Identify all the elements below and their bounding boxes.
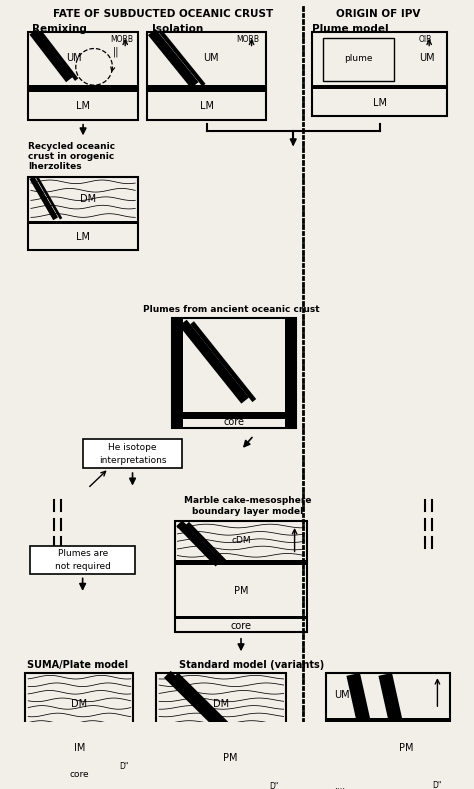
Text: not required: not required <box>55 562 110 570</box>
Bar <box>326 775 450 783</box>
Bar <box>284 318 295 428</box>
Text: IM: IM <box>74 742 85 753</box>
Text: Plumes are: Plumes are <box>57 549 108 558</box>
Text: ORIGIN OF IPV: ORIGIN OF IPV <box>336 9 420 19</box>
Text: PM: PM <box>234 585 248 596</box>
Bar <box>312 85 447 89</box>
Bar <box>28 85 138 92</box>
Text: PM: PM <box>399 743 413 753</box>
Text: D": D" <box>269 783 278 789</box>
Text: UM: UM <box>419 53 435 62</box>
Text: ||: || <box>113 47 119 58</box>
FancyBboxPatch shape <box>83 439 182 469</box>
Text: core: core <box>223 417 244 427</box>
Bar <box>172 412 295 419</box>
Text: crust in orogenic: crust in orogenic <box>28 152 114 161</box>
Text: Standard model (variants): Standard model (variants) <box>179 660 324 670</box>
Text: LM: LM <box>76 232 90 242</box>
Text: UM: UM <box>334 690 350 701</box>
Text: D": D" <box>119 762 129 771</box>
Text: FATE OF SUBDUCTED OCEANIC CRUST: FATE OF SUBDUCTED OCEANIC CRUST <box>53 9 273 19</box>
Text: Plumes from ancient oceanic crust: Plumes from ancient oceanic crust <box>143 305 320 314</box>
Bar <box>172 318 295 428</box>
Bar <box>323 38 394 81</box>
Bar <box>26 757 134 764</box>
Bar <box>147 85 266 92</box>
Bar <box>26 735 134 739</box>
Bar <box>28 32 138 120</box>
Text: DM: DM <box>72 698 88 709</box>
Bar <box>174 560 308 566</box>
Text: MORB: MORB <box>110 35 133 44</box>
Bar <box>156 672 286 784</box>
Text: D": D" <box>433 780 442 789</box>
Text: lherzolites: lherzolites <box>28 162 82 171</box>
Text: cDM: cDM <box>231 537 251 545</box>
Bar <box>156 777 286 784</box>
Bar <box>312 32 447 116</box>
FancyBboxPatch shape <box>30 546 135 574</box>
Text: LM: LM <box>200 101 214 111</box>
Text: (ii): (ii) <box>333 788 346 789</box>
Bar <box>172 318 183 428</box>
Bar <box>174 615 308 619</box>
Text: LM: LM <box>373 98 387 107</box>
Text: Isolation: Isolation <box>152 24 203 34</box>
Text: boundary layer model: boundary layer model <box>192 507 303 516</box>
Text: SUMA/Plate model: SUMA/Plate model <box>27 660 128 670</box>
Text: UM: UM <box>203 53 219 62</box>
Text: core: core <box>230 621 252 631</box>
Bar <box>174 522 308 632</box>
Text: PM: PM <box>223 753 238 763</box>
Text: Recycled oceanic: Recycled oceanic <box>28 142 115 151</box>
Text: MORB: MORB <box>237 35 259 44</box>
Text: core: core <box>70 769 89 779</box>
Text: UM: UM <box>66 53 82 62</box>
Text: OIB: OIB <box>419 35 432 44</box>
Bar <box>147 32 266 120</box>
Text: plume: plume <box>345 54 373 63</box>
Text: DM: DM <box>80 193 96 204</box>
Text: Remixing: Remixing <box>32 24 87 34</box>
Text: LM: LM <box>76 101 90 111</box>
Text: Plume model: Plume model <box>312 24 389 34</box>
Text: DM: DM <box>213 698 229 709</box>
Text: core: core <box>353 788 372 789</box>
Bar <box>326 672 450 783</box>
Text: interpretations: interpretations <box>99 455 166 465</box>
Bar <box>326 718 450 722</box>
Bar <box>28 177 138 250</box>
Bar <box>28 221 138 224</box>
Bar <box>156 735 286 739</box>
Text: Marble cake-mesosphere: Marble cake-mesosphere <box>184 495 311 505</box>
Bar <box>26 672 134 764</box>
Text: He isotope: He isotope <box>108 443 157 452</box>
